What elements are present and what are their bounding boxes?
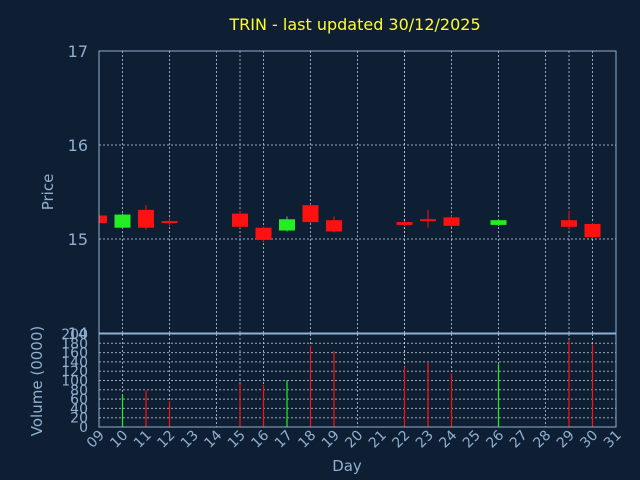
x-tick-label: 26 [483,427,507,451]
candle-body [561,220,577,227]
x-tick-label: 31 [601,428,625,452]
price-tick-label: 16 [68,136,88,155]
x-tick-label: 27 [507,428,531,452]
chart-title: TRIN - last updated 30/12/2025 [228,15,480,34]
candles [98,204,601,242]
x-tick-label: 13 [178,428,202,452]
price-grid [99,50,616,334]
candle-body [490,220,507,225]
x-tick-label: 14 [201,427,225,451]
x-tick-label: 22 [389,428,413,452]
candle-body [326,220,342,232]
candle-body [114,214,131,228]
x-tick-label: 30 [577,428,601,452]
volume-bars [121,340,594,427]
volume-tick-label: 20 [70,411,88,427]
volume-tick-label: 80 [70,383,88,399]
volume-tick-label: 100 [61,374,88,390]
x-tick-label: 29 [554,428,578,452]
x-tick-label: 12 [154,428,178,452]
volume-panel-frame [98,333,617,428]
candle-body [584,223,601,238]
price-axis-ticks: 14 15 16 17 [68,42,88,343]
x-tick-label: 11 [131,428,155,452]
candle-body [138,209,154,228]
volume-tick-label: 200 [61,327,88,343]
volume-axis-label: Volume (0000) [28,326,46,436]
volume-tick-label: 40 [70,401,88,417]
x-tick-label: 25 [460,428,484,452]
price-panel-frame [98,50,617,334]
candle-body [99,215,107,224]
x-tick-label: 17 [272,428,296,452]
candle-body [420,219,436,222]
volume-tick-label: 0 [79,420,88,436]
x-tick-label: 21 [366,428,390,452]
x-axis-label: Day [332,457,362,475]
price-axis-label: Price [39,174,57,211]
price-tick-label: 14 [68,324,88,343]
x-tick-label: 24 [436,427,460,451]
volume-tick-label: 120 [61,364,88,380]
candle-body [232,213,248,227]
volume-tick-label: 60 [70,392,88,408]
candle-body [279,219,295,231]
x-tick-label: 20 [342,428,366,452]
x-tick-label: 10 [107,428,131,452]
candle-body [255,227,272,240]
candle-body [302,205,319,223]
price-tick-label: 15 [68,230,88,249]
x-tick-label: 15 [225,428,249,452]
candle-body [396,222,413,225]
x-tick-label: 23 [413,428,437,452]
x-axis-ticks: 09 10 11 12 13 14 15 16 17 18 19 20 21 22 23 24 25 26 27 28… [84,427,625,451]
candle-body [443,217,460,226]
volume-tick-label: 140 [61,355,88,371]
x-tick-label: 16 [248,427,272,451]
volume-tick-label: 160 [61,346,88,362]
x-tick-label: 28 [530,428,554,452]
volume-tick-label: 180 [61,336,88,352]
price-tick-label: 17 [68,42,88,61]
x-tick-label: 18 [295,428,319,452]
candle-body [161,221,178,224]
x-tick-label: 19 [319,428,343,452]
volume-grid [99,333,616,428]
